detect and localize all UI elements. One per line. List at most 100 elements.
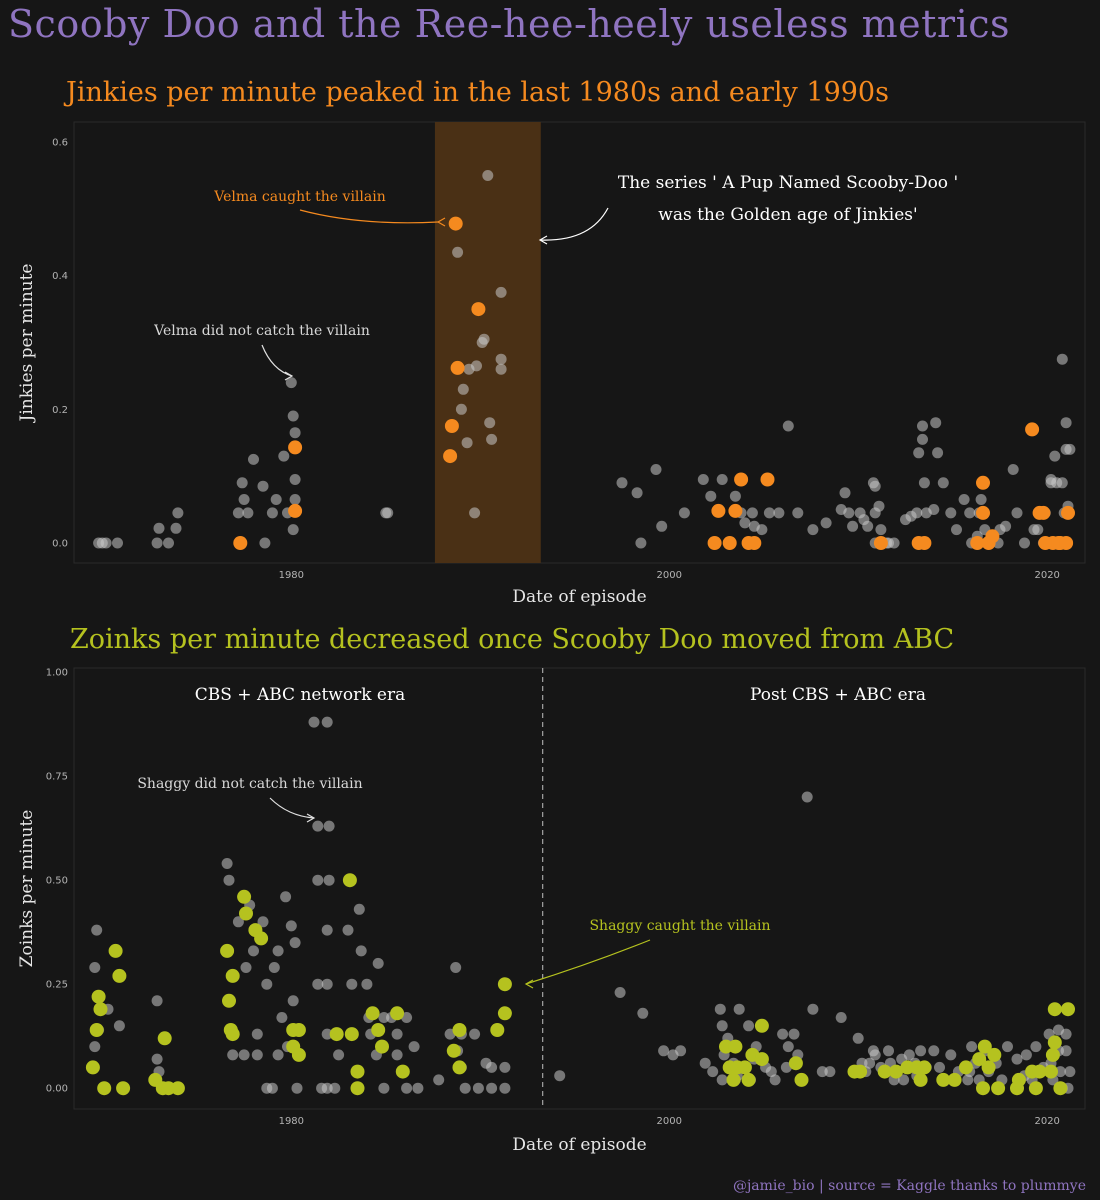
zoinks-point [1054,1066,1066,1078]
jinkies-point [1064,443,1076,455]
jinkies-point [289,474,301,485]
jinkies-point [722,536,737,550]
zoinks-point [157,1031,172,1046]
zoinks-point [966,1041,978,1053]
zoinks-point [1028,1081,1043,1096]
jinkies-point [888,537,900,549]
zoinks-point [915,1045,927,1057]
jinkies-point [457,383,469,395]
zoinks-point [276,1012,288,1023]
zoinks-point [716,1020,728,1032]
jinkies-point [869,480,881,492]
jinkies-point [1061,505,1075,520]
zoinks-point [408,1041,420,1053]
zoinks-subtitle: Zoinks per minute decreased once Scooby … [70,624,954,655]
zoinks-point [116,1081,131,1096]
jinkies-point [448,216,463,231]
jinkies-point [112,537,123,549]
zoinks-point [816,1066,828,1078]
jinkies-point [270,494,282,505]
jinkies-point [911,507,923,519]
zoinks-point [726,1072,741,1087]
zoinks-point [499,1061,511,1073]
zoinks-point [707,1066,719,1078]
jinkies-point [985,529,1000,544]
zoinks-point [391,1028,403,1040]
jinkies-point [746,507,758,519]
zoinks-point [807,1003,819,1015]
zoinks-point [238,1049,250,1061]
jinkies-annotation: Velma caught the villain [213,189,385,205]
jinkies-point [631,487,643,499]
zoinks-annotation-arrow [525,939,651,985]
zoinks-point [85,1060,100,1075]
zoinks-point [225,1027,240,1042]
zoinks-point [329,1027,344,1042]
jinkies-point [697,474,709,485]
zoinks-point [913,1072,928,1087]
jinkies-arrow-head [436,217,446,227]
jinkies-point [285,377,297,389]
zoinks-x-tick-label: 2020 [1034,1116,1059,1127]
jinkies-point [650,464,662,475]
zoinks-point [321,1028,333,1040]
zoinks-point [801,791,813,803]
zoinks-point [958,1060,973,1075]
jinkies-chart: Jinkies per minute peaked in the last 19… [17,77,1086,607]
zoinks-point [221,858,233,869]
jinkies-point [862,520,874,532]
zoinks-arrow-head [306,813,316,823]
jinkies-point [469,507,481,519]
jinkies-point [756,524,768,536]
jinkies-point [382,507,394,519]
zoinks-point [765,1066,777,1078]
zoinks-point [272,945,284,957]
jinkies-arrow-head [284,371,294,381]
zoinks-point [285,920,297,932]
zoinks-point [91,924,103,936]
zoinks-point [743,1020,755,1032]
jinkies-point [236,477,248,489]
zoinks-point [782,1041,794,1053]
zoinks-point [89,1041,101,1053]
jinkies-point [1060,417,1072,429]
zoinks-point [113,1020,125,1032]
zoinks-point [97,1081,112,1096]
zoinks-y-axis-label: Zoinks per minute [17,810,37,968]
jinkies-series-caught [233,216,1075,550]
zoinks-point [788,1028,800,1040]
zoinks-point [329,1082,341,1094]
zoinks-point [947,1072,962,1087]
jinkies-point [932,447,944,459]
jinkies-point [782,420,794,432]
zoinks-annotation-arrow [269,797,315,819]
zoinks-point [486,1082,498,1094]
zoinks-y-tick-label: 0.25 [46,980,68,991]
jinkies-point [792,507,804,519]
jinkies-point [873,536,888,550]
credit-line: @jamie_bio | source = Kaggle thanks to p… [732,1178,1086,1194]
jinkies-point [495,363,507,375]
zoinks-point [741,1072,756,1087]
jinkies-point [471,360,482,372]
zoinks-point [268,962,280,973]
zoinks-point [1030,1041,1042,1053]
jinkies-point [976,475,990,490]
zoinks-point [977,1039,992,1054]
jinkies-point [976,505,990,520]
zoinks-point [889,1064,903,1079]
zoinks-point [375,1039,389,1054]
zoinks-annotation: Shaggy did not catch the villain [137,776,362,792]
jinkies-point [747,536,762,550]
zoinks-point [237,889,252,904]
zoinks-point [987,1047,1002,1062]
jinkies-point [1025,422,1040,437]
zoinks-point [261,978,273,990]
zoinks-point [637,1007,649,1019]
jinkies-point [450,360,465,375]
zoinks-point [1011,1053,1023,1065]
jinkies-x-axis-label: Date of episode [512,587,646,607]
zoinks-point [248,945,259,957]
zoinks-plot-area [73,667,1086,1110]
zoinks-point [151,1053,163,1065]
